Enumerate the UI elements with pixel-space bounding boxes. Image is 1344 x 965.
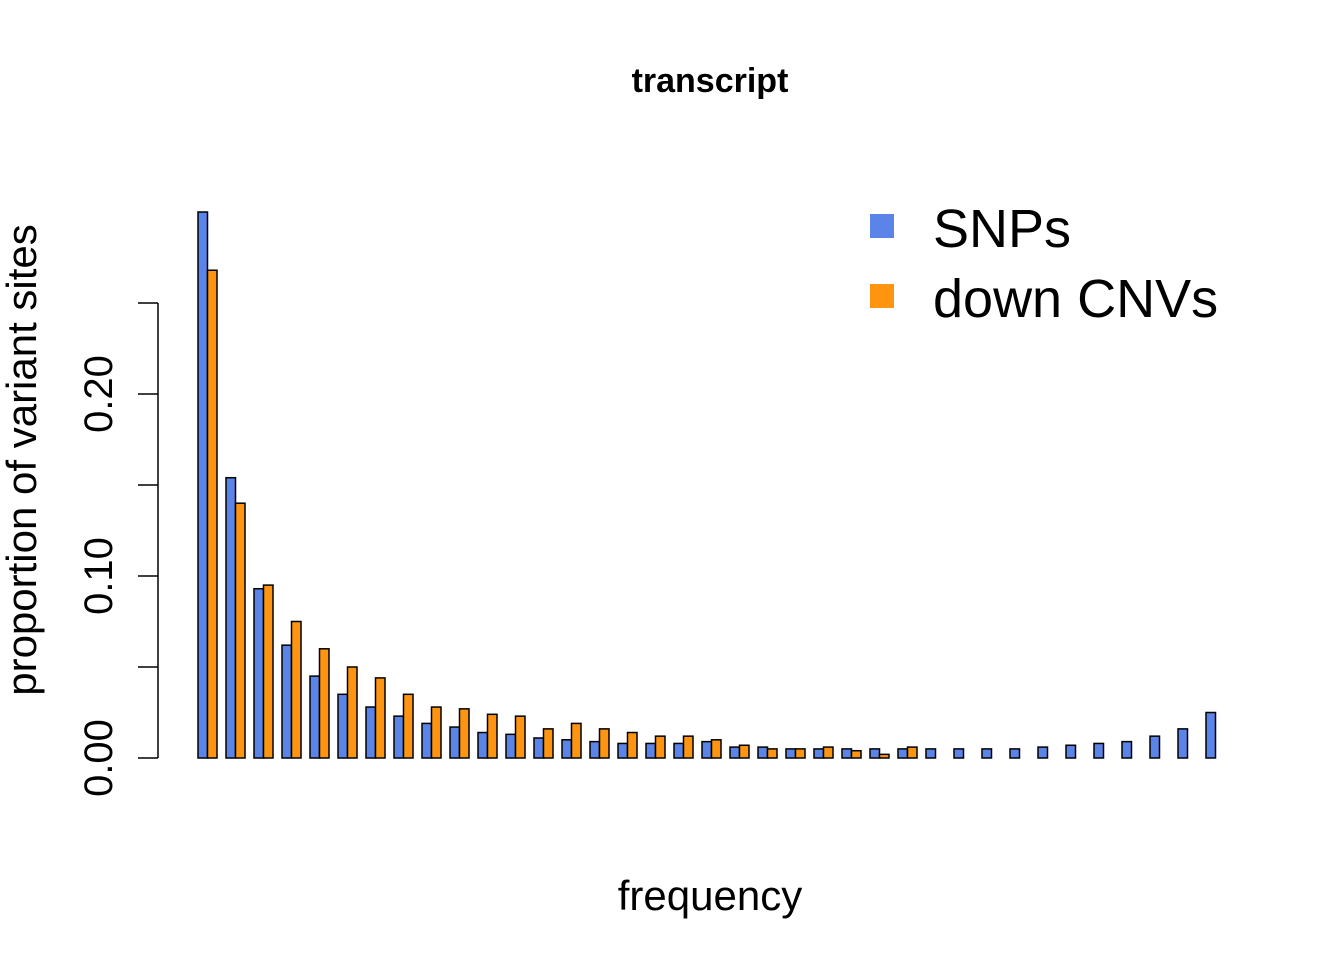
bar-down-cnvs (822, 746, 834, 759)
bar-snps (841, 748, 853, 759)
bar-snps (1093, 742, 1105, 759)
bar-snps (421, 722, 433, 759)
bar-down-cnvs (458, 708, 470, 759)
bar-down-cnvs (570, 722, 582, 759)
bar-down-cnvs (598, 728, 610, 759)
bar-down-cnvs (514, 715, 526, 759)
bar-down-cnvs (234, 502, 246, 759)
bar-snps (449, 726, 461, 759)
bar-down-cnvs (486, 713, 498, 759)
bar-snps (253, 587, 265, 759)
y-axis-label: proportion of variant sites (0, 224, 45, 696)
bar-snps (197, 211, 209, 759)
legend-swatch-snps (870, 214, 894, 238)
bar-snps (393, 715, 405, 759)
y-tick-label: 0.20 (77, 355, 121, 433)
legend: SNPs down CNVs (870, 199, 1218, 329)
bar-down-cnvs (318, 648, 330, 759)
bar-snps (1121, 740, 1133, 759)
bar-down-cnvs (626, 731, 638, 759)
bar-down-cnvs (794, 748, 806, 759)
bar-snps (589, 740, 601, 759)
bar-snps (1149, 735, 1161, 759)
bar-snps (785, 748, 797, 759)
bar-down-cnvs (374, 677, 386, 759)
bar-snps (1065, 744, 1077, 759)
bar-snps (953, 748, 965, 759)
chart-title: transcript (632, 62, 789, 100)
bar-snps (757, 746, 769, 759)
bar-snps (309, 675, 321, 759)
bar-snps (1205, 711, 1217, 759)
bar-snps (561, 739, 573, 759)
bar-down-cnvs (766, 748, 778, 759)
bar-snps (533, 737, 545, 759)
bar-down-cnvs (206, 269, 218, 759)
bar-snps (477, 731, 489, 759)
bar-down-cnvs (262, 584, 274, 759)
bar-down-cnvs (654, 735, 666, 759)
bar-snps (645, 742, 657, 759)
bar-snps (813, 748, 825, 759)
bar-down-cnvs (710, 739, 722, 759)
bar-snps (897, 748, 909, 759)
bar-snps (981, 748, 993, 759)
bar-down-cnvs (738, 744, 750, 759)
bar-down-cnvs (542, 728, 554, 759)
y-tick-label: 0.00 (77, 719, 121, 797)
bar-down-cnvs (290, 620, 302, 759)
bar-snps (617, 742, 629, 759)
bar-snps (673, 742, 685, 759)
bar-snps (281, 644, 293, 759)
y-axis: 0.00 0.10 0.20 (77, 302, 159, 797)
legend-label-down-cnvs: down CNVs (933, 269, 1218, 329)
bars (197, 211, 1217, 759)
bar-snps (1177, 728, 1189, 759)
bar-snps (337, 693, 349, 759)
bar-snps (1037, 746, 1049, 759)
bar-snps (925, 748, 937, 759)
legend-label-snps: SNPs (933, 199, 1071, 259)
bar-snps (869, 748, 881, 759)
bar-down-cnvs (682, 735, 694, 759)
bar-down-cnvs (878, 753, 890, 759)
y-tick-label: 0.10 (77, 537, 121, 615)
bar-down-cnvs (850, 749, 862, 759)
bar-down-cnvs (346, 666, 358, 759)
legend-swatch-down-cnvs (870, 284, 894, 308)
bar-snps (365, 706, 377, 759)
bar-snps (701, 740, 713, 759)
bar-snps (505, 733, 517, 759)
bar-down-cnvs (430, 706, 442, 759)
bar-down-cnvs (402, 693, 414, 759)
bar-snps (225, 476, 237, 759)
x-axis-label: frequency (618, 872, 802, 919)
bar-snps (1009, 748, 1021, 759)
bar-snps (729, 746, 741, 759)
bar-down-cnvs (906, 746, 918, 759)
